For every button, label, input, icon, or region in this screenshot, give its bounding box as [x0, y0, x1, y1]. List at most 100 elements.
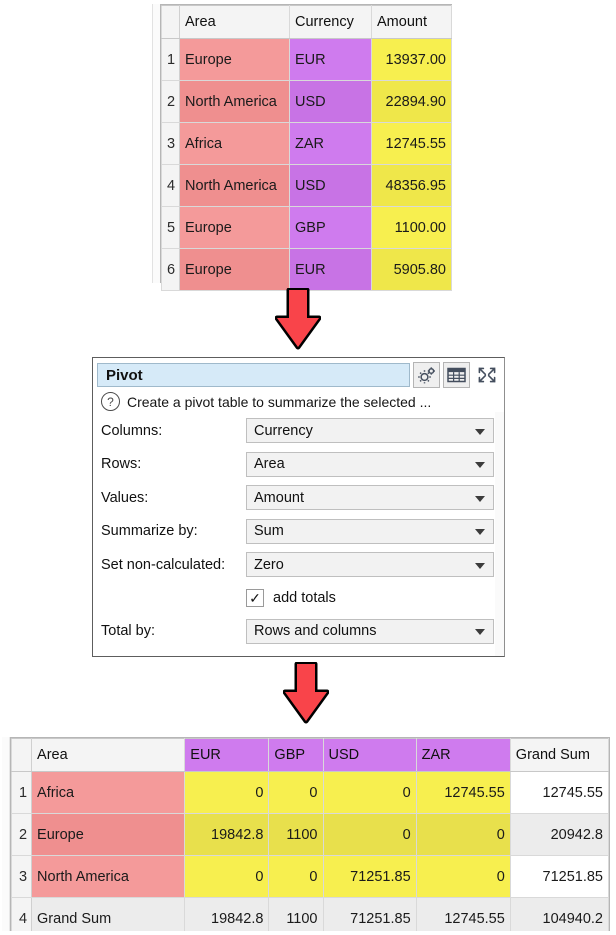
table-row[interactable]: 2 Europe 19842.8 1100 0 0 20942.8	[11, 813, 609, 856]
cell-usd[interactable]: 71251.85	[322, 855, 417, 898]
dialog-scrollbar[interactable]	[495, 412, 504, 656]
pivot-dialog: Pivot	[92, 357, 505, 657]
cell-usd[interactable]: 0	[322, 771, 417, 814]
gears-icon-button[interactable]	[413, 362, 440, 388]
cell-area[interactable]: Europe	[31, 813, 186, 856]
cell-area[interactable]: Grand Sum	[31, 897, 186, 931]
cell-eur[interactable]: 19842.8	[184, 813, 270, 856]
cell-area[interactable]: North America	[179, 80, 290, 123]
corner-header	[161, 5, 180, 39]
cell-gbp[interactable]: 0	[268, 771, 324, 814]
row-number[interactable]: 1	[161, 38, 180, 81]
cell-area[interactable]: North America	[179, 164, 290, 207]
chevron-down-icon	[475, 462, 485, 469]
column-header-currency[interactable]: Currency	[289, 5, 372, 39]
cell-area[interactable]: Europe	[179, 248, 290, 291]
cell-amount[interactable]: 13937.00	[371, 38, 452, 81]
values-select[interactable]: Amount	[246, 485, 494, 511]
table-row[interactable]: 1 Africa 0 0 0 12745.55 12745.55	[11, 771, 609, 814]
dialog-hint: ? Create a pivot table to summarize the …	[93, 391, 504, 414]
row-number[interactable]: 3	[11, 855, 33, 898]
cell-grand-sum[interactable]: 12745.55	[509, 771, 609, 814]
cell-zar[interactable]: 0	[415, 813, 511, 856]
cell-area[interactable]: Africa	[31, 771, 186, 814]
chevron-down-icon	[475, 562, 485, 569]
cell-currency[interactable]: USD	[289, 164, 372, 207]
row-number[interactable]: 3	[161, 122, 180, 165]
cell-currency[interactable]: ZAR	[289, 122, 372, 165]
row-number[interactable]: 1	[11, 771, 33, 814]
cell-amount[interactable]: 22894.90	[371, 80, 452, 123]
cell-area[interactable]: North America	[31, 855, 186, 898]
table-row[interactable]: 3 Africa ZAR 12745.55	[161, 122, 452, 165]
source-data-table: Area Currency Amount 1 Europe EUR 13937.…	[161, 5, 452, 291]
cell-amount[interactable]: 1100.00	[371, 206, 452, 249]
table-grid-icon-button[interactable]	[443, 362, 470, 388]
rows-select[interactable]: Area	[246, 451, 494, 477]
add-totals-label[interactable]: add totals	[273, 590, 336, 606]
cell-gbp[interactable]: 1100	[268, 897, 324, 931]
result-table-scrollbar[interactable]	[2, 737, 10, 931]
table-row[interactable]: 4 North America USD 48356.95	[161, 164, 452, 207]
column-header-grand-sum[interactable]: Grand Sum	[509, 738, 609, 772]
source-table-panel: Area Currency Amount 1 Europe EUR 13937.…	[160, 4, 452, 291]
cell-currency[interactable]: EUR	[289, 38, 372, 81]
help-icon[interactable]: ?	[101, 392, 120, 411]
down-arrow-icon	[275, 288, 321, 350]
cell-gbp[interactable]: 1100	[268, 813, 324, 856]
cell-area[interactable]: Europe	[179, 38, 290, 81]
cell-zar[interactable]: 0	[415, 855, 511, 898]
set-non-calculated-select-value: Zero	[254, 556, 284, 573]
add-totals-checkbox[interactable]: ✓	[246, 589, 264, 607]
row-number[interactable]: 5	[161, 206, 180, 249]
cell-eur[interactable]: 0	[184, 771, 270, 814]
cell-area[interactable]: Europe	[179, 206, 290, 249]
summarize-by-select[interactable]: Sum	[246, 518, 494, 544]
column-header-eur[interactable]: EUR	[184, 738, 270, 772]
row-number[interactable]: 4	[11, 897, 33, 931]
form-row-values: Values: Amount	[93, 481, 504, 515]
total-by-select[interactable]: Rows and columns	[246, 618, 494, 644]
cell-zar[interactable]: 12745.55	[415, 771, 511, 814]
columns-select[interactable]: Currency	[246, 418, 494, 444]
column-header-area[interactable]: Area	[179, 5, 290, 39]
table-row[interactable]: 6 Europe EUR 5905.80	[161, 248, 452, 291]
dialog-title-input[interactable]: Pivot	[97, 363, 410, 387]
cell-gbp[interactable]: 0	[268, 855, 324, 898]
cell-area[interactable]: Africa	[179, 122, 290, 165]
cell-amount[interactable]: 48356.95	[371, 164, 452, 207]
cell-currency[interactable]: GBP	[289, 206, 372, 249]
column-header-zar[interactable]: ZAR	[415, 738, 511, 772]
values-select-value: Amount	[254, 489, 304, 506]
set-non-calculated-select[interactable]: Zero	[246, 552, 494, 578]
column-header-amount[interactable]: Amount	[371, 5, 452, 39]
column-header-area[interactable]: Area	[31, 738, 186, 772]
column-header-usd[interactable]: USD	[322, 738, 417, 772]
row-number[interactable]: 4	[161, 164, 180, 207]
cell-currency[interactable]: EUR	[289, 248, 372, 291]
cell-usd[interactable]: 71251.85	[322, 897, 417, 931]
row-number[interactable]: 2	[11, 813, 33, 856]
cell-eur[interactable]: 0	[184, 855, 270, 898]
form-row-total-by: Total by: Rows and columns	[93, 615, 504, 649]
cell-zar[interactable]: 12745.55	[415, 897, 511, 931]
cell-usd[interactable]: 0	[322, 813, 417, 856]
table-row[interactable]: 3 North America 0 0 71251.85 0 71251.85	[11, 855, 609, 898]
label-values: Values:	[101, 489, 149, 506]
column-header-gbp[interactable]: GBP	[268, 738, 324, 772]
table-row-grand-sum[interactable]: 4 Grand Sum 19842.8 1100 71251.85 12745.…	[11, 897, 609, 931]
table-row[interactable]: 1 Europe EUR 13937.00	[161, 38, 452, 81]
row-number[interactable]: 6	[161, 248, 180, 291]
cell-eur[interactable]: 19842.8	[184, 897, 270, 931]
cell-grand-sum[interactable]: 104940.2	[509, 897, 609, 931]
table-row[interactable]: 2 North America USD 22894.90	[161, 80, 452, 123]
table-row[interactable]: 5 Europe GBP 1100.00	[161, 206, 452, 249]
cell-amount[interactable]: 5905.80	[371, 248, 452, 291]
cell-currency[interactable]: USD	[289, 80, 372, 123]
cell-grand-sum[interactable]: 71251.85	[509, 855, 609, 898]
cell-amount[interactable]: 12745.55	[371, 122, 452, 165]
chevron-down-icon	[475, 629, 485, 636]
cell-grand-sum[interactable]: 20942.8	[509, 813, 609, 856]
expand-arrows-icon-button[interactable]	[473, 362, 500, 388]
row-number[interactable]: 2	[161, 80, 180, 123]
